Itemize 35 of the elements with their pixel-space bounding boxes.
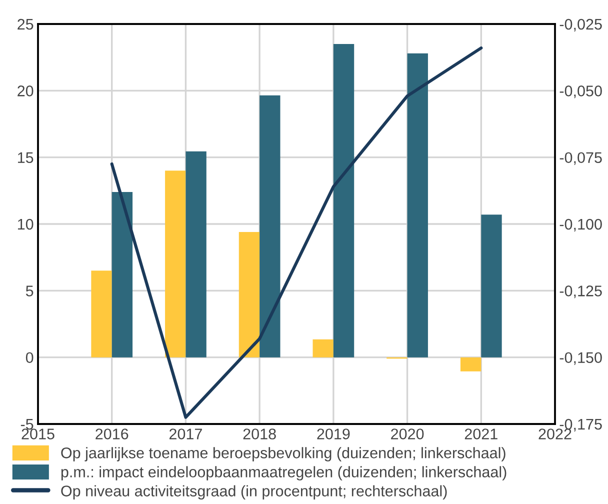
y-tick-label: 25 — [18, 18, 34, 30]
y2-tick-label: -0,050 — [560, 86, 602, 98]
bar — [460, 357, 482, 372]
y2-tick-label: -0,125 — [560, 286, 602, 298]
bar — [186, 151, 206, 358]
y2-tick-label: -0,075 — [560, 152, 602, 165]
bar — [165, 170, 186, 358]
legend-label: Op niveau activiteitsgraad (in procentpunt; rechterschaal) — [61, 485, 447, 500]
y-tick-label: 0 — [26, 352, 34, 364]
y-tick-label: 5 — [26, 286, 34, 296]
bar — [112, 192, 133, 358]
y2-tick-label: -0,025 — [560, 18, 602, 32]
x-tick-label: 2017 — [169, 428, 202, 440]
y-tick-label: 10 — [18, 218, 34, 230]
bar — [481, 214, 502, 358]
y2-tick-label: -0,100 — [560, 218, 602, 232]
x-tick-label: 2018 — [243, 428, 276, 440]
bar — [91, 270, 112, 358]
x-tick-label: 2015 — [22, 428, 54, 440]
bar — [407, 53, 428, 358]
bar — [260, 95, 280, 358]
legend-label: p.m.: impact eindeloopbaanmaatregelen (duizenden; linkerschaal) — [61, 466, 506, 480]
y-tick-label: 20 — [18, 86, 34, 96]
bar — [333, 44, 354, 358]
x-tick-label: 2016 — [96, 428, 128, 440]
y-tick-label: -5 — [20, 419, 34, 430]
x-tick-label: 2020 — [391, 428, 424, 440]
legend-label: Op jaarlijkse toename beroepsbevolking (duizenden; linkerschaal) — [61, 447, 506, 462]
y2-tick-label: -0,150 — [560, 352, 602, 365]
x-tick-label: 2021 — [464, 428, 498, 440]
y-tick-label: 15 — [18, 152, 34, 164]
bar — [238, 232, 260, 358]
bar — [312, 339, 334, 358]
x-tick-label: 2019 — [317, 428, 350, 440]
line-series — [110, 46, 483, 419]
